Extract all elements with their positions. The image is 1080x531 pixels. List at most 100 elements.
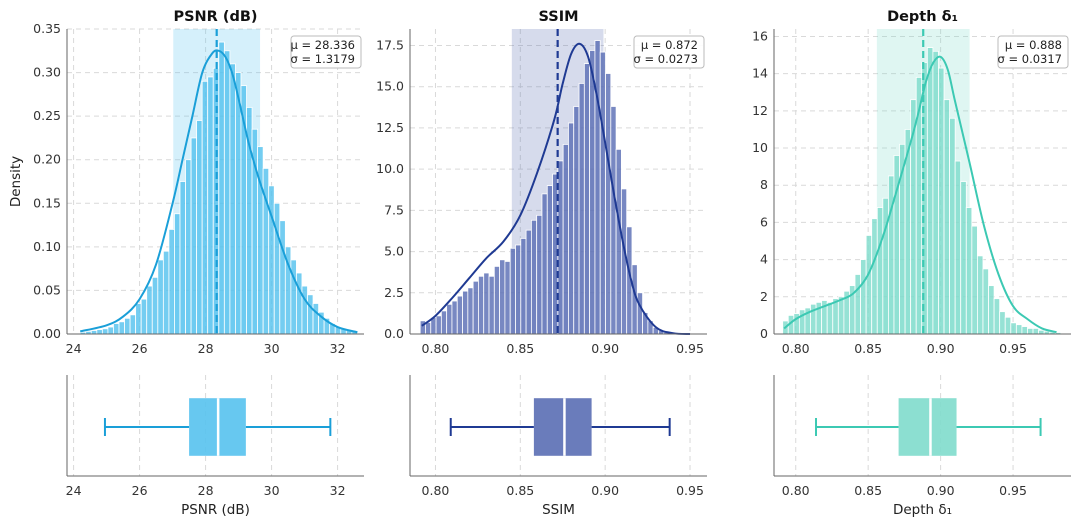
histogram-bar bbox=[562, 144, 569, 335]
histogram-bar bbox=[146, 285, 153, 335]
histogram-bar bbox=[594, 40, 601, 335]
histogram-bar bbox=[229, 63, 236, 335]
box-x-tick-label: 24 bbox=[66, 483, 82, 498]
chart-title: PSNR (dB) bbox=[173, 9, 257, 25]
histogram-bar bbox=[530, 219, 538, 335]
histogram-bar bbox=[435, 315, 442, 335]
x-tick-label: 30 bbox=[264, 341, 280, 356]
histogram-bar bbox=[140, 298, 148, 335]
histogram-bar bbox=[578, 83, 585, 335]
y-tick-label: 6 bbox=[760, 214, 768, 229]
x-tick-label: 26 bbox=[132, 341, 148, 356]
panel-3: 0 2 4 6 8 10 12 14 16 0.80 0.85 0.90 0.95 Depth δ₁ μ =… bbox=[752, 9, 1071, 518]
histogram-bar bbox=[124, 317, 131, 335]
histogram-bar bbox=[467, 287, 474, 335]
box-x-tick-label: 32 bbox=[330, 483, 346, 498]
y-tick-label: 10 bbox=[752, 140, 768, 155]
box-x-tick-label: 0.90 bbox=[927, 483, 955, 498]
y-tick-label: 0.35 bbox=[33, 21, 61, 36]
y-tick-label: 16 bbox=[752, 28, 768, 43]
histogram-bar bbox=[515, 244, 522, 335]
y-tick-label: 0.30 bbox=[33, 65, 61, 80]
panel-1: 0.00 0.05 0.10 0.15 0.20 0.25 0.30 0.35 24 26 28 30… bbox=[8, 9, 364, 518]
histogram-bar bbox=[541, 193, 548, 335]
histogram-bar bbox=[932, 50, 939, 335]
chart-title: Depth δ₁ bbox=[887, 9, 958, 25]
histogram-bar bbox=[472, 280, 479, 335]
histogram-bar bbox=[610, 106, 617, 335]
histogram-bar bbox=[599, 51, 606, 335]
histogram-bar bbox=[509, 247, 516, 335]
y-tick-label: 0.10 bbox=[33, 239, 61, 254]
box-x-tick-label: 0.95 bbox=[999, 483, 1027, 498]
stats-box bbox=[290, 35, 362, 69]
std-stat-label: σ = 0.0317 bbox=[998, 52, 1062, 66]
iqr-box bbox=[533, 398, 592, 456]
x-tick-label: 32 bbox=[330, 341, 346, 356]
histogram-bar bbox=[456, 295, 463, 335]
histogram-bar bbox=[1004, 316, 1012, 335]
histogram-bars bbox=[782, 47, 1062, 335]
box-x-tick-label: 28 bbox=[198, 483, 214, 498]
y-tick-label: 0.25 bbox=[33, 108, 61, 123]
box-x-tick-label: 26 bbox=[132, 483, 148, 498]
histogram-bar bbox=[478, 275, 485, 335]
histogram-bar bbox=[162, 250, 170, 335]
stats-box bbox=[997, 35, 1069, 69]
x-tick-label: 0.95 bbox=[676, 341, 704, 356]
histogram-bar bbox=[965, 207, 973, 335]
histogram-bar bbox=[938, 67, 945, 335]
histogram-bar bbox=[871, 218, 878, 335]
y-tick-label: 0.00 bbox=[33, 326, 61, 341]
histogram-bar bbox=[235, 72, 242, 335]
histogram-bar bbox=[573, 106, 580, 335]
histogram-bar bbox=[826, 301, 834, 335]
x-axis-label: Depth δ₁ bbox=[893, 502, 952, 518]
histogram-bar bbox=[926, 47, 934, 335]
histogram-bar bbox=[499, 259, 506, 335]
histogram-bar bbox=[157, 259, 164, 335]
histogram-bar bbox=[425, 322, 432, 335]
histogram-bar bbox=[201, 80, 209, 335]
histogram-bar bbox=[279, 220, 286, 335]
box-x-tick-label: 0.85 bbox=[854, 483, 882, 498]
y-tick-label: 0 bbox=[760, 326, 768, 341]
x-tick-label: 0.80 bbox=[422, 341, 450, 356]
histogram-bar bbox=[860, 259, 867, 335]
box-x-tick-label: 0.80 bbox=[422, 483, 450, 498]
histogram-bar bbox=[174, 213, 181, 335]
y-tick-label: 8 bbox=[760, 177, 768, 192]
x-tick-label: 0.80 bbox=[782, 341, 810, 356]
stats-box bbox=[633, 35, 705, 69]
box-x-tick-label: 0.95 bbox=[676, 483, 704, 498]
y-tick-label: 12.5 bbox=[376, 120, 404, 135]
histogram-bar bbox=[988, 285, 995, 335]
std-stat-label: σ = 1.3179 bbox=[291, 52, 355, 66]
mean-stat-label: μ = 0.888 bbox=[1005, 38, 1062, 52]
histogram-bar bbox=[312, 303, 319, 335]
histogram-bar bbox=[168, 229, 175, 335]
histogram-bar bbox=[971, 225, 978, 335]
histogram-bar bbox=[90, 330, 98, 335]
x-tick-label: 0.85 bbox=[506, 341, 534, 356]
histogram-bar bbox=[307, 294, 314, 335]
histogram-bar bbox=[1038, 329, 1045, 335]
histogram-bar bbox=[1032, 328, 1040, 335]
box-x-tick-label: 0.80 bbox=[782, 483, 810, 498]
y-tick-label: 10.0 bbox=[376, 161, 404, 176]
iqr-box bbox=[898, 398, 957, 456]
x-tick-label: 28 bbox=[198, 341, 214, 356]
histogram-bar bbox=[525, 229, 532, 335]
histogram-bar bbox=[196, 120, 203, 335]
histogram-bar bbox=[999, 311, 1006, 335]
histogram-bar bbox=[462, 290, 469, 335]
histogram-bar bbox=[636, 292, 643, 335]
y-tick-label: 15.0 bbox=[376, 79, 404, 94]
kde-curve bbox=[79, 49, 358, 334]
x-tick-label: 0.95 bbox=[999, 341, 1027, 356]
y-tick-label: 12 bbox=[752, 103, 768, 118]
histogram-bar bbox=[546, 185, 553, 335]
histogram-bar bbox=[536, 214, 543, 335]
histogram-bar bbox=[483, 272, 490, 335]
